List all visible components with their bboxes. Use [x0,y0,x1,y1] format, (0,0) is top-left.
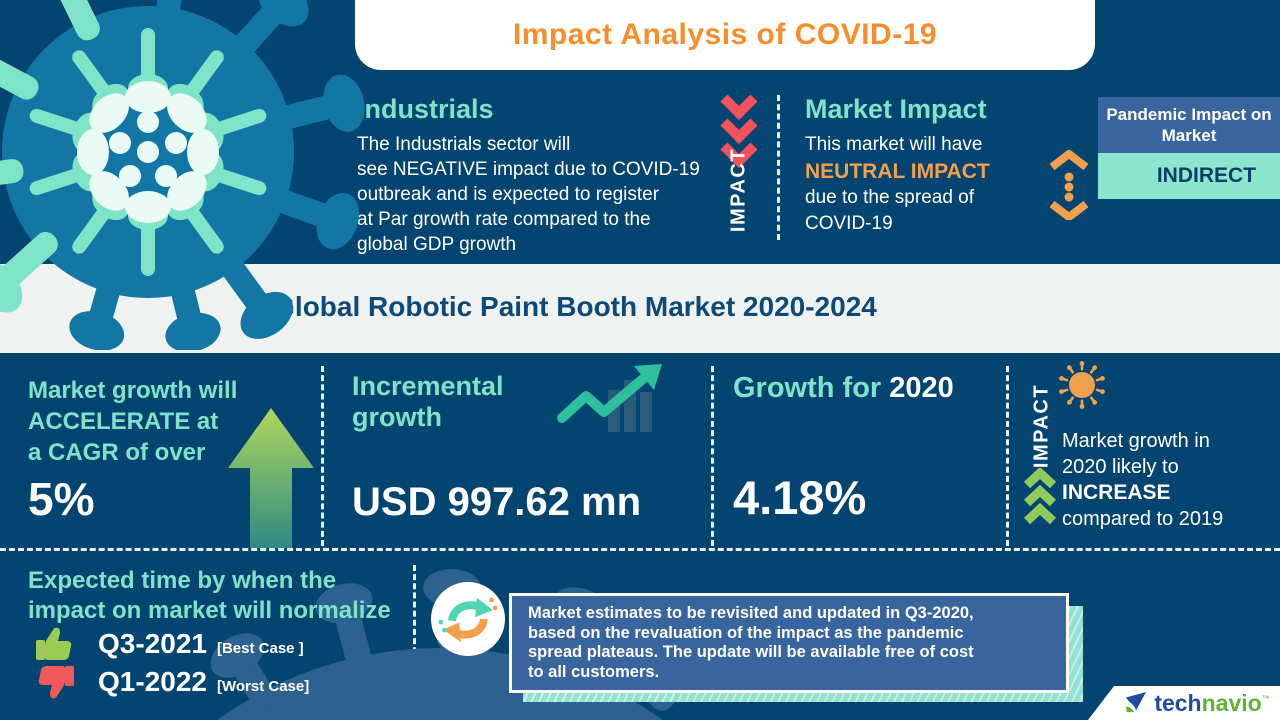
notice-text-line: based on the revaluation of the impact a… [528,623,964,642]
cagr-text-line: ACCELERATE at [28,408,219,435]
brand-text-navio: navio [1201,689,1262,716]
technavio-logo: tech navio ™ [1088,686,1280,720]
industrials-text-line: at Par growth rate compared to the [357,209,651,230]
notice-box: Market estimates to be revisited and upd… [509,593,1069,693]
market-impact-text-line: COVID-19 [805,213,893,234]
impact-label-right: IMPACT [1030,383,1053,469]
normalize-heading-line: impact on market will normalize [28,597,391,624]
notice-text-line: spread plateaus. The update will be avai… [528,643,974,661]
cagr-value: 5% [28,473,95,525]
impact-note-emphasis: INCREASE [1062,481,1171,504]
industrials-heading: Industrials [357,94,494,124]
trend-up-icon [557,364,662,432]
impact-note-line: compared to 2019 [1062,508,1224,530]
industrials-text-line: The Industrials sector will [357,134,571,155]
technavio-logo-icon [1126,692,1147,713]
industrials-text-line: see NEGATIVE impact due to COVID-19 [357,159,700,180]
industrials-section: Industrials The Industrials sector will … [357,94,700,257]
header-title-card: Impact Analysis of COVID-19 [355,0,1095,70]
horizontal-divider [0,548,1280,551]
incremental-growth-value: USD 997.62 mn [352,480,642,524]
brand-text-tech: tech [1154,689,1202,716]
industrials-text-line: global GDP growth [357,234,517,255]
notice-text-line: Market estimates to be revisited and upd… [528,604,974,622]
cagr-text-line: Market growth will [28,377,238,404]
up-arrow-icon [228,408,314,548]
impact-note-line: Market growth in [1062,430,1210,452]
best-case-row: Q3-2021 [Best Case ] [34,626,304,662]
brand-trademark: ™ [1261,693,1270,703]
impact-down-chevrons-icon [720,94,758,168]
notice-text-line: to all customers. [528,662,660,681]
worst-case-label: [Worst Case] [216,678,310,695]
worst-case-value: Q1-2022 [98,666,207,697]
best-case-label: [Best Case ] [216,640,304,657]
impact-note-line: 2020 likely to [1062,456,1179,478]
normalize-heading: Expected time by when the impact on mark… [28,566,391,626]
impact-label-left: IMPACT [727,147,750,233]
growth-2020-heading: Growth for 2020 [733,372,954,405]
pandemic-box-title: Pandemic Impact on Market [1098,97,1280,153]
normalize-heading-line: Expected time by when the [28,567,337,594]
industrials-text-line: outbreak and is expected to register [357,184,660,205]
refresh-badge [431,582,505,656]
growth-2020-year: 2020 [889,372,954,404]
market-impact-text-line: due to the spread of [805,187,975,208]
up-chevrons-icon [1023,468,1057,525]
thumbs-up-icon [36,627,72,660]
market-impact-section: Market Impact This market will have NEUT… [805,94,990,237]
virus-icon [1059,361,1105,409]
pandemic-box-value: INDIRECT [1098,153,1280,199]
market-impact-text-line: This market will have [805,134,983,155]
vertical-divider [1006,366,1009,546]
growth-2020-prefix: Growth for [733,372,890,404]
market-title: Global Robotic Paint Booth Market 2020-2… [273,291,877,322]
vertical-divider [711,366,714,546]
neutral-impact-text: NEUTRAL IMPACT [805,160,990,183]
worst-case-row: Q1-2022 [Worst Case] [34,664,309,700]
growth-2020-value: 4.18% [733,471,867,524]
neutral-impact-icon [1049,150,1089,220]
incremental-growth-heading: Incremental growth [352,371,504,432]
best-case-value: Q3-2021 [98,628,207,659]
vertical-divider [777,95,780,240]
vertical-divider [321,366,324,546]
refresh-icon [438,597,498,643]
cagr-text-line: a CAGR of over [28,439,206,466]
virus-illustration [0,0,371,350]
thumbs-down-icon [38,666,74,699]
cagr-statement: Market growth will ACCELERATE at a CAGR … [28,375,237,468]
market-impact-heading: Market Impact [805,94,987,124]
vertical-divider [413,565,416,708]
impact-note: Market growth in 2020 likely to INCREASE… [1062,428,1223,532]
pandemic-impact-box: Pandemic Impact on Market INDIRECT [1098,97,1280,199]
page-title: Impact Analysis of COVID-19 [512,18,938,51]
